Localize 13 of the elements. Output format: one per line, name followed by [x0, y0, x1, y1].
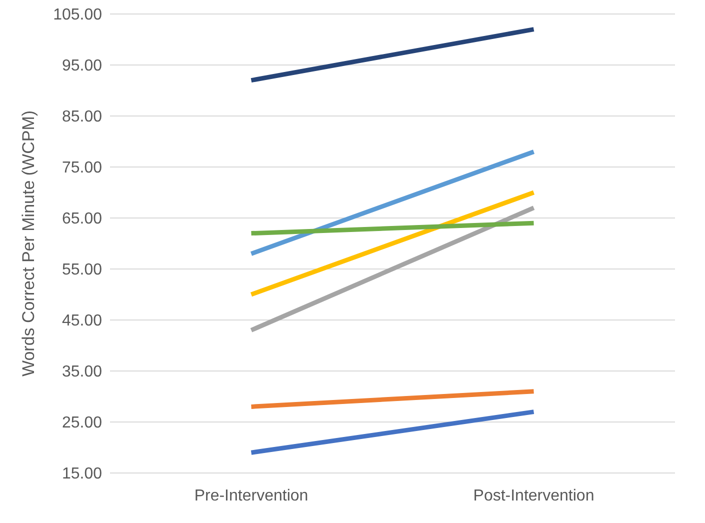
y-tick-label: 95.00 [62, 58, 102, 75]
y-tick-label: 15.00 [62, 466, 102, 483]
y-tick-label: 45.00 [62, 312, 102, 330]
y-tick-label: 25.00 [62, 414, 102, 432]
y-tick-label: 85.00 [62, 108, 102, 126]
x-tick-label: Pre-Intervention [194, 487, 308, 504]
y-tick-label: 65.00 [62, 210, 102, 228]
y-axis-title: Words Correct Per Minute (WCPM) [19, 110, 38, 377]
y-tick-label: 35.00 [62, 364, 102, 381]
y-tick-label: 55.00 [62, 262, 102, 279]
y-tick-label: 105.00 [53, 6, 102, 24]
x-tick-label: Post-Intervention [473, 487, 594, 504]
y-tick-label: 75.00 [62, 160, 102, 177]
